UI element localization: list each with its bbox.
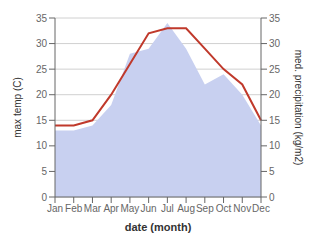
svg-text:15: 15 (36, 115, 48, 126)
svg-text:5: 5 (269, 166, 275, 177)
svg-text:Jun: Jun (141, 203, 157, 214)
svg-text:Feb: Feb (65, 203, 83, 214)
svg-text:Aug: Aug (177, 203, 195, 214)
svg-text:10: 10 (36, 140, 48, 151)
svg-text:date (month): date (month) (125, 221, 192, 233)
svg-text:max temp (C): max temp (C) (12, 77, 23, 138)
svg-text:35: 35 (36, 13, 48, 24)
svg-text:35: 35 (269, 13, 281, 24)
svg-text:0: 0 (41, 192, 47, 203)
svg-text:med. precipitation (kg/m2): med. precipitation (kg/m2) (293, 50, 304, 166)
svg-text:Apr: Apr (103, 203, 119, 214)
svg-text:30: 30 (36, 38, 48, 49)
svg-text:May: May (120, 203, 139, 214)
svg-text:5: 5 (41, 166, 47, 177)
svg-text:15: 15 (269, 115, 281, 126)
svg-text:25: 25 (269, 64, 281, 75)
svg-text:20: 20 (269, 89, 281, 100)
svg-text:Mar: Mar (84, 203, 102, 214)
svg-text:0: 0 (269, 192, 275, 203)
svg-text:Dec: Dec (252, 203, 270, 214)
svg-text:20: 20 (36, 89, 48, 100)
svg-text:10: 10 (269, 140, 281, 151)
svg-text:Jul: Jul (161, 203, 174, 214)
svg-text:Nov: Nov (233, 203, 251, 214)
svg-text:Jan: Jan (47, 203, 63, 214)
svg-text:25: 25 (36, 64, 48, 75)
svg-text:30: 30 (269, 38, 281, 49)
svg-text:Sep: Sep (196, 203, 214, 214)
svg-text:Oct: Oct (216, 203, 232, 214)
